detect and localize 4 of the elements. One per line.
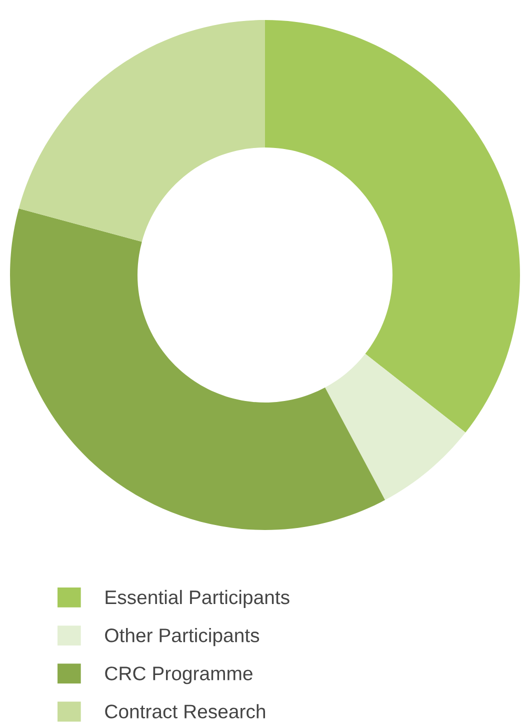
legend-label: Other Participants: [105, 628, 260, 646]
legend-label: CRC Programme: [105, 666, 252, 684]
legend-label: Contract Research: [105, 704, 266, 718]
legend-label: Essential Participants: [106, 590, 290, 608]
